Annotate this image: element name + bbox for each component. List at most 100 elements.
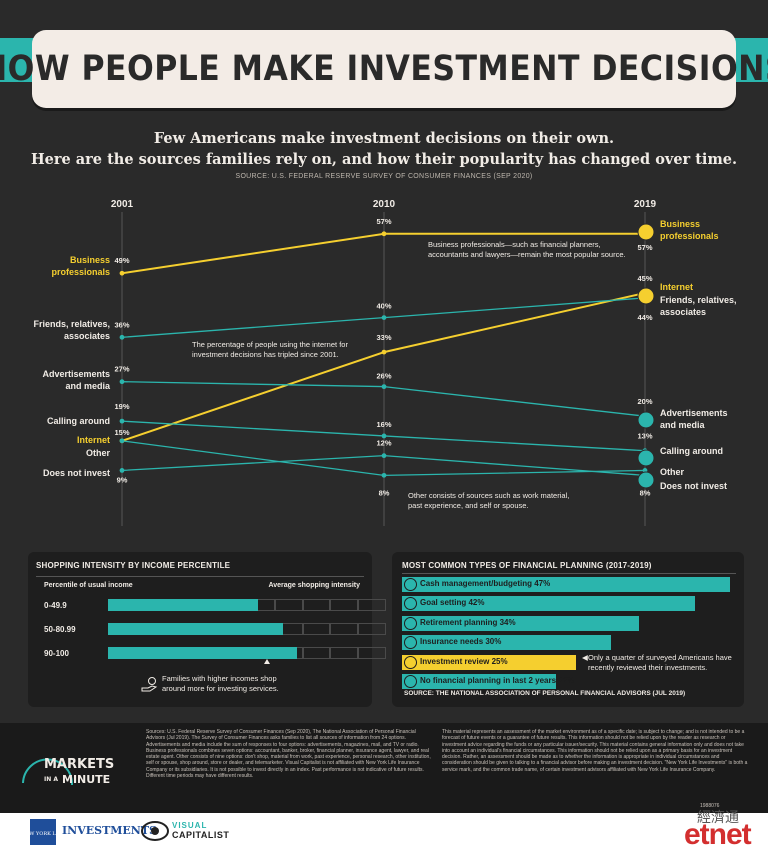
title-banner: HOW PEOPLE MAKE INVESTMENT DECISIONS <box>0 30 768 108</box>
data-label: 12% <box>376 439 391 448</box>
category-label-left: Business <box>70 255 110 265</box>
data-point <box>119 438 125 444</box>
planning-note-text: Only a quarter of surveyed Americans hav… <box>588 653 732 672</box>
income-row-label: 0-49.9 <box>44 601 67 610</box>
planning-label: Insurance needs 30% <box>420 637 502 647</box>
year-label: 2001 <box>111 199 134 210</box>
phone-icon <box>637 449 655 467</box>
footer-sources: Sources: U.S. Federal Reserve Survey of … <box>146 729 431 780</box>
data-label: 15% <box>114 428 129 437</box>
category-label-right: professionals <box>660 231 719 241</box>
category-label-left: and media <box>65 381 111 391</box>
category-label-left: Internet <box>77 435 110 445</box>
income-bar-segment <box>330 599 359 611</box>
income-bar <box>108 647 298 659</box>
markets-in-a-minute-logo: MARKETS IN A MINUTE <box>22 757 114 786</box>
divider <box>36 576 364 577</box>
planning-category-icon <box>404 636 417 650</box>
data-label: 26% <box>376 372 391 381</box>
tv-icon <box>637 411 655 429</box>
income-row-label: 90-100 <box>44 649 69 658</box>
data-label: 49% <box>114 256 129 265</box>
planning-panel-title: MOST COMMON TYPES OF FINANCIAL PLANNING … <box>402 561 652 570</box>
planning-bar: No financial planning in last 2 years 22… <box>402 674 574 689</box>
annotation-internet: The percentage of people using the inter… <box>192 340 348 359</box>
planning-category-icon <box>404 655 417 669</box>
nyl-logo-text: NEW YORK LIFE <box>30 831 56 837</box>
data-label: 36% <box>114 320 129 329</box>
planning-bar: Retirement planning 34% <box>402 615 640 631</box>
data-point <box>381 453 387 459</box>
data-label: 33% <box>376 333 391 342</box>
data-label: 57% <box>637 243 652 252</box>
category-label-right: Calling around <box>660 446 723 456</box>
income-row-label: 50-80.99 <box>44 625 76 634</box>
category-label-right: associates <box>660 307 706 317</box>
category-label-left: Does not invest <box>43 468 110 478</box>
category-label-left: Other <box>86 448 111 458</box>
income-bar-segment <box>330 623 359 635</box>
planning-label: Investment review 25% <box>420 656 508 666</box>
logo-strip: NEW YORK LIFE INVESTMENTS VISUAL CAPITAL… <box>0 809 768 850</box>
data-point <box>119 418 125 424</box>
category-label-left: Friends, relatives, <box>33 319 110 329</box>
income-panel-title: SHOPPING INTENSITY BY INCOME PERCENTILE <box>36 561 231 570</box>
planning-label: No financial planning in last 2 years 22… <box>420 676 575 685</box>
annotation-other: Other consists of sources such as work m… <box>408 491 570 510</box>
category-label-left: associates <box>64 331 110 341</box>
planning-category-icon <box>404 597 417 611</box>
note-pointer <box>264 659 270 664</box>
category-label-right: Does not invest <box>660 481 727 491</box>
income-bar-segment <box>302 647 331 659</box>
data-label: 9% <box>117 475 128 484</box>
data-label: 57% <box>376 217 391 226</box>
category-label-left: Calling around <box>47 416 110 426</box>
planning-bar: Cash management/budgeting 47% <box>402 577 730 592</box>
income-bar-segment <box>302 623 331 635</box>
income-bar <box>108 623 284 635</box>
category-label-right: Internet <box>660 282 693 292</box>
planning-category-icon <box>404 675 417 688</box>
income-bar-track <box>108 623 386 635</box>
globe-icon <box>637 287 655 305</box>
planning-note: ◀ Only a quarter of surveyed Americans h… <box>582 653 738 673</box>
brand-minute: MINUTE <box>62 773 110 786</box>
brand-markets: MARKETS <box>44 757 114 772</box>
income-bar-segment <box>302 599 331 611</box>
annotation-business: Business professionals—such as financial… <box>428 240 626 259</box>
footer-code: 1988076 <box>700 803 720 809</box>
planning-label: Cash management/budgeting 47% <box>420 579 551 588</box>
visual-capitalist-icon <box>141 821 169 841</box>
hand-coin-icon <box>141 677 158 692</box>
data-point <box>381 315 387 320</box>
chart-source: SOURCE: U.S. FEDERAL RESERVE SURVEY OF C… <box>235 173 533 180</box>
data-point <box>119 334 125 340</box>
income-bar-track <box>108 599 386 611</box>
category-label-right: Other <box>660 467 685 477</box>
planning-label: Retirement planning 34% <box>420 617 516 627</box>
planning-category-icon <box>404 578 417 591</box>
year-label: 2019 <box>634 199 657 210</box>
vc-bottom-text: CAPITALIST <box>172 830 230 840</box>
data-point <box>381 433 387 439</box>
category-label-right: Advertisements <box>660 408 728 418</box>
subtitle-line-1: Few Americans make investment decisions … <box>153 130 615 147</box>
category-label-right: Business <box>660 219 700 229</box>
divider <box>402 573 736 574</box>
income-bar-segment <box>358 623 386 635</box>
planning-bar: Insurance needs 30% <box>402 635 612 651</box>
watermark-etnet: etnet <box>684 818 752 850</box>
watermark-cn: 經濟通 <box>697 809 739 825</box>
category-label-left: Advertisements <box>42 369 110 379</box>
data-point <box>119 379 125 385</box>
data-point <box>381 349 387 355</box>
income-bar-segment <box>274 599 303 611</box>
vc-top-text: VISUAL <box>172 821 208 830</box>
line-chart: 2001 2010 2019 49% 57% 57% 33% 45% 36% 40% 44% 27%… <box>33 199 737 526</box>
planning-bar: Goal setting 42% <box>402 596 696 612</box>
data-label: 16% <box>376 420 391 429</box>
income-note: Families with higher incomes shop around… <box>162 674 279 693</box>
planning-label: Goal setting 42% <box>420 598 485 608</box>
income-panel: SHOPPING INTENSITY BY INCOME PERCENTILE … <box>28 552 386 707</box>
